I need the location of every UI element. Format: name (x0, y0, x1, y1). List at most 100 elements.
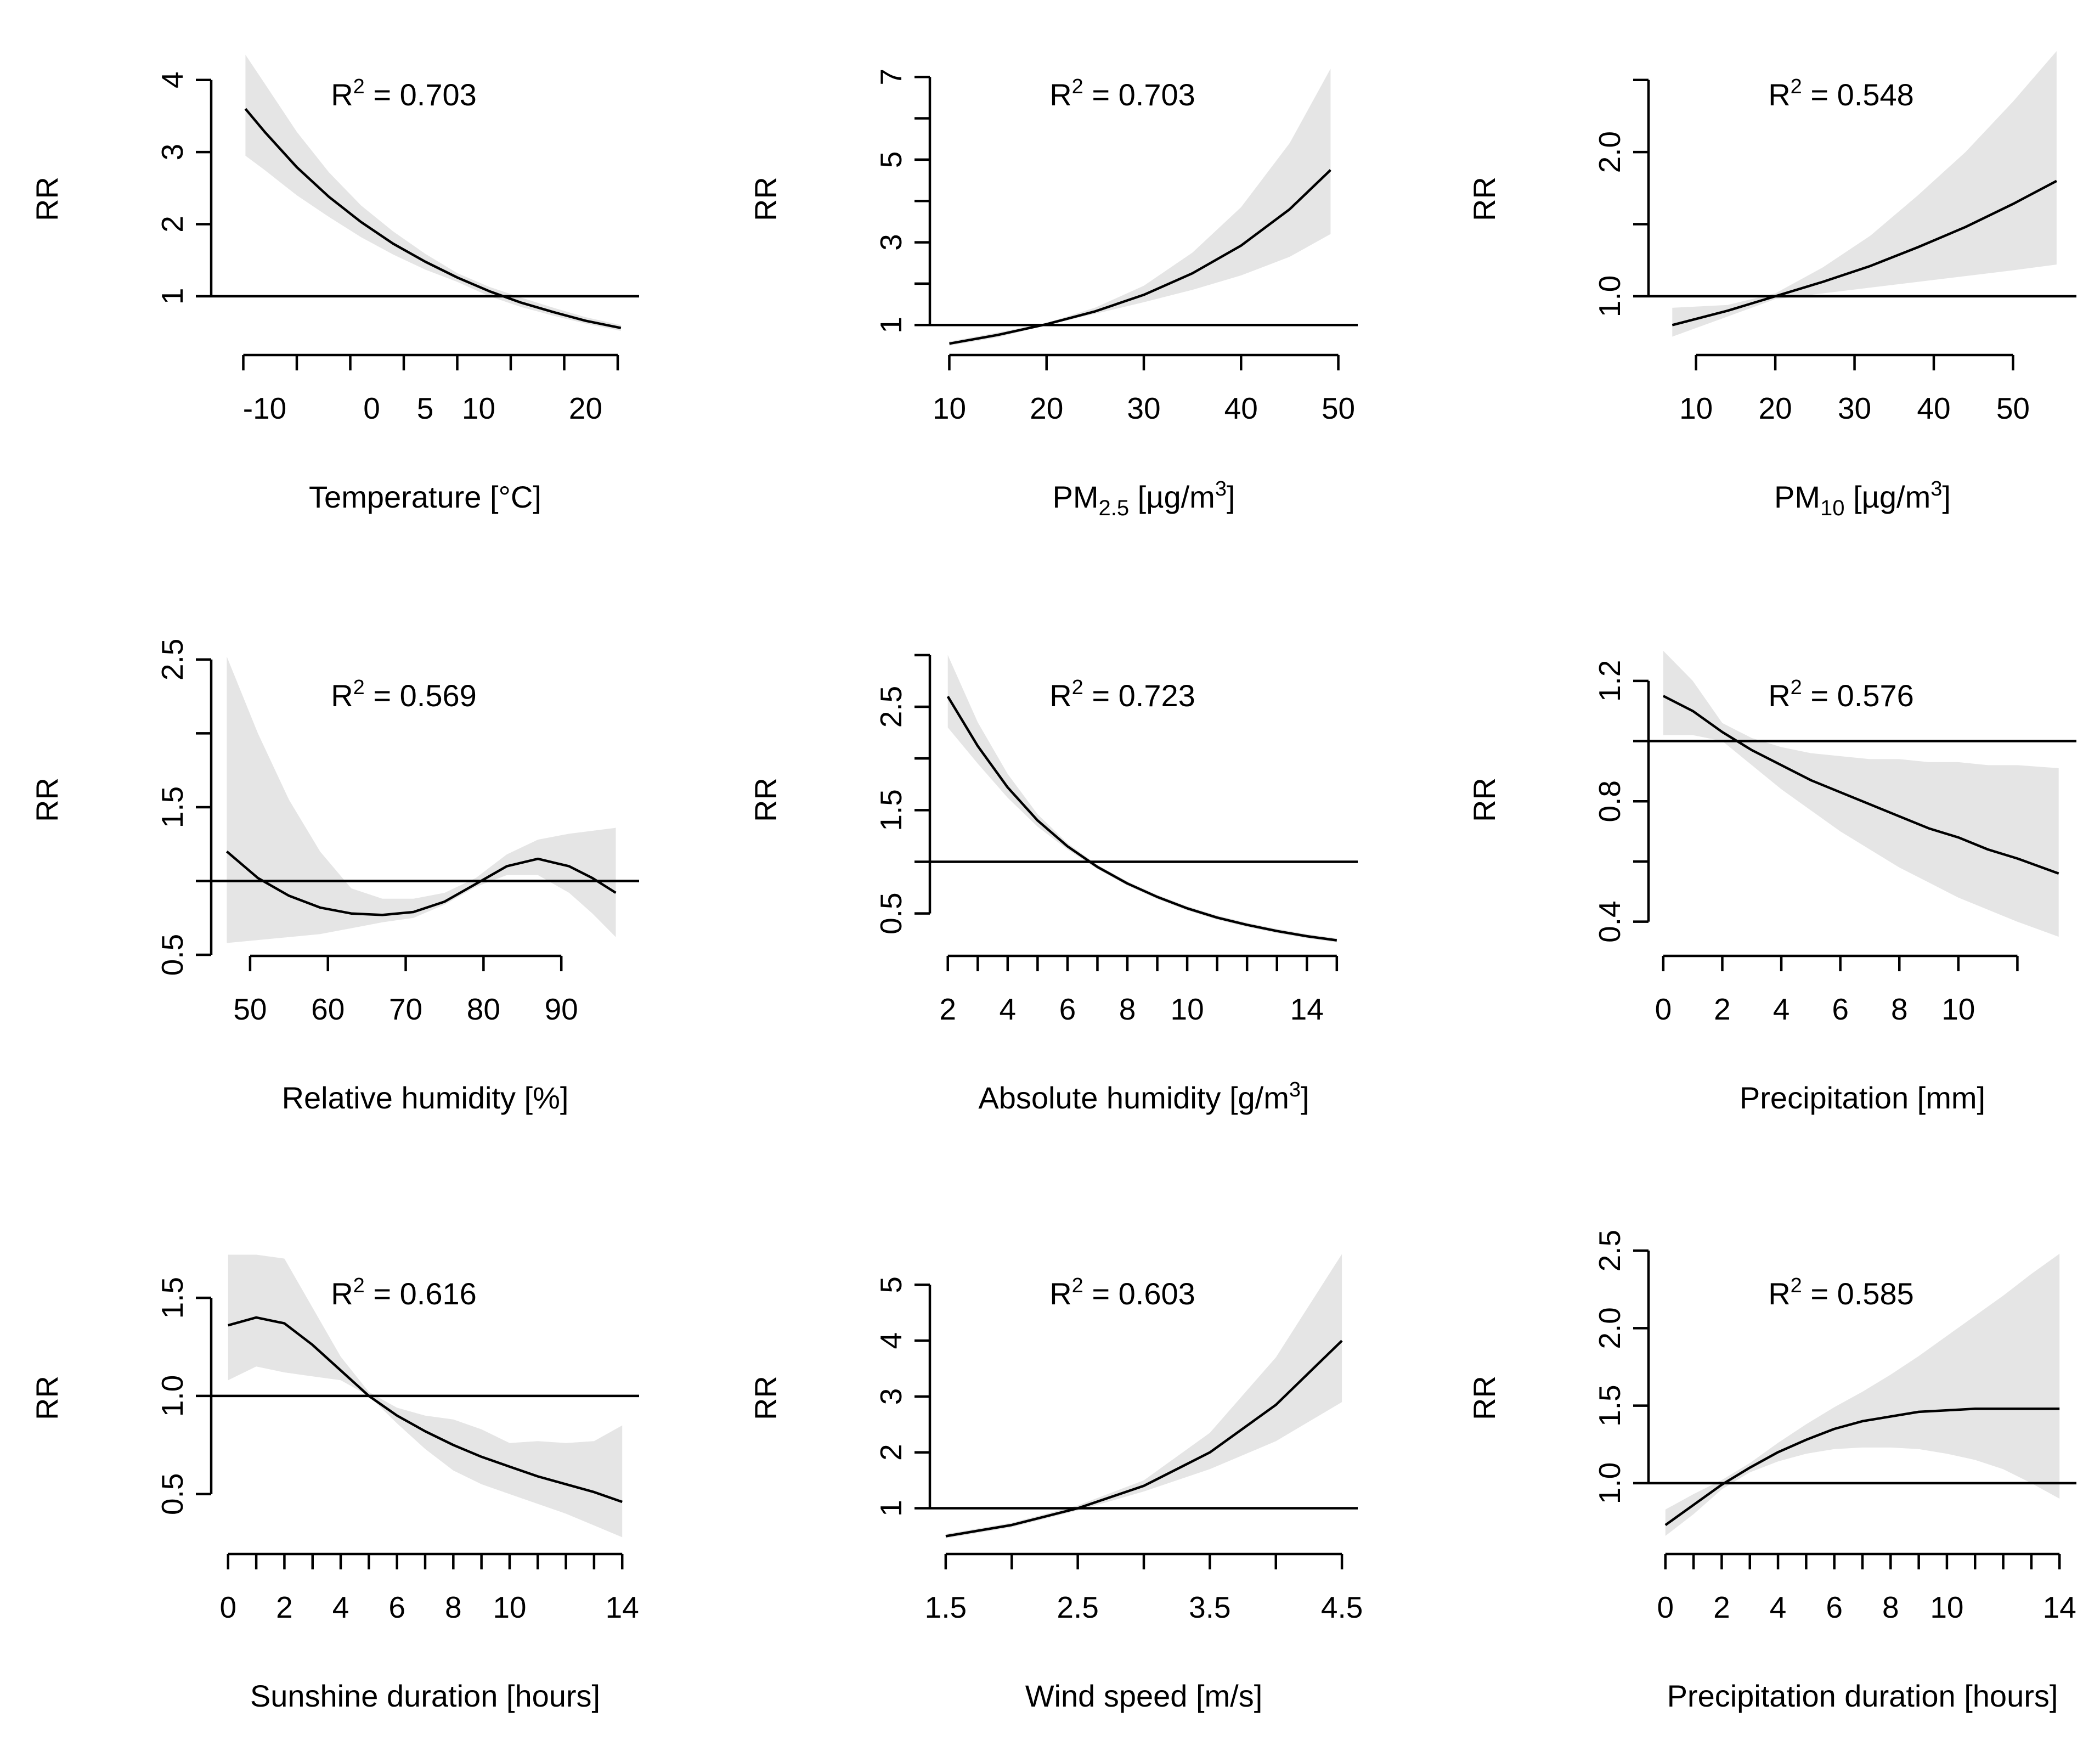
y-axis-label: RR (748, 177, 783, 221)
y-axis-label: RR (748, 778, 783, 822)
y-tick-label: 5 (874, 1276, 908, 1293)
y-tick-label: 0.4 (1593, 900, 1627, 942)
y-tick-label: 1.5 (874, 789, 908, 831)
y-axis-label: RR (30, 778, 64, 822)
y-tick-label: 2.5 (155, 639, 189, 680)
y-tick-label: 2.0 (1593, 1307, 1627, 1349)
rr-curve (244, 108, 622, 329)
x-axis-label: Relative humidity [%] (282, 1080, 569, 1115)
y-tick-label: 0.8 (1593, 780, 1627, 822)
x-tick-label: 2 (1713, 1590, 1730, 1624)
x-tick-label: 6 (1059, 992, 1076, 1026)
x-tick-label: 6 (1832, 992, 1849, 1026)
confidence-band (228, 1254, 623, 1538)
rr-curve (225, 850, 617, 916)
y-tick-label: 3 (874, 234, 908, 251)
y-tick-label: 4 (155, 71, 189, 88)
confidence-band (227, 656, 616, 943)
r2-annotation: R2 = 0.723 (1049, 676, 1195, 713)
confidence-band (949, 69, 1331, 346)
x-tick-label: 20 (569, 391, 602, 425)
y-tick-label: 2.5 (1593, 1230, 1627, 1271)
panel-4: 50 60 70 80 90 0.5 1.5 2.5 RR R2 = 0.569 Relative … (30, 639, 639, 1115)
rr-curve (1672, 179, 2057, 326)
x-tick-label: 14 (1290, 992, 1324, 1026)
y-tick-label: 1 (155, 288, 189, 305)
x-tick-label: 2 (276, 1590, 293, 1624)
x-tick-label: 14 (606, 1590, 639, 1624)
panel-1: -10 0 5 10 20 1 2 3 4 RR R2 = 0.703 Temperature [°C… (30, 54, 639, 514)
r2-annotation: R2 = 0.576 (1768, 676, 1914, 713)
x-tick-label: 50 (1322, 391, 1355, 425)
x-tick-label: 4 (1770, 1590, 1787, 1624)
y-tick-label: 1 (874, 1500, 908, 1517)
rr-curve (228, 1316, 623, 1504)
x-tick-label: 0 (219, 1590, 236, 1624)
y-tick-label: 0.5 (155, 1473, 189, 1515)
y-tick-label: 1.0 (1593, 1462, 1627, 1504)
y-axis-label: RR (30, 1376, 64, 1420)
panel-7: 0 2 4 6 8 10 14 0.5 1.0 1.5 RR R2 = 0.616 Sunshine d… (30, 1254, 639, 1713)
r2-annotation: R2 = 0.703 (331, 75, 477, 112)
x-tick-label: 6 (388, 1590, 405, 1624)
y-tick-label: 1.5 (155, 1277, 189, 1319)
confidence-band (1672, 51, 2057, 337)
rr-curve (1662, 695, 2059, 875)
r2-annotation: R2 = 0.603 (1049, 1274, 1195, 1311)
y-tick-label: 1 (874, 317, 908, 334)
x-axis-label: Absolute humidity [g/m3] (978, 1078, 1309, 1115)
x-axis-label: PM2.5 [µg/m3] (1052, 477, 1235, 520)
x-tick-label: 4.5 (1321, 1590, 1363, 1624)
y-tick-label: 1.0 (1593, 275, 1627, 317)
y-tick-label: 0.5 (155, 934, 189, 976)
y-axis-label: RR (748, 1376, 783, 1420)
confidence-band (1665, 1253, 2060, 1536)
y-tick-label: 5 (874, 151, 908, 168)
x-tick-label: 10 (1170, 992, 1204, 1026)
x-axis-label: Wind speed [m/s] (1025, 1679, 1263, 1713)
x-tick-label: 4 (332, 1590, 349, 1624)
panel-6: 0 2 4 6 8 10 0.4 0.8 1.2 RR R2 = 0.576 Precipitatio… (1467, 651, 2076, 1115)
x-tick-label: 4 (1773, 992, 1790, 1026)
confidence-band (947, 655, 1337, 943)
panel-3: 10 20 30 40 50 1.0 2.0 RR R2 = 0.548 PM10 [µg/m3] (1467, 51, 2076, 520)
x-tick-label: 2 (1714, 992, 1731, 1026)
y-axis-label: RR (1467, 1376, 1501, 1420)
x-tick-label: 8 (1882, 1590, 1899, 1624)
x-tick-label: 10 (1941, 992, 1975, 1026)
y-axis-label: RR (1467, 177, 1501, 221)
x-tick-label: 10 (1930, 1590, 1963, 1624)
y-tick-label: 2.0 (1593, 131, 1627, 173)
x-tick-label: 20 (1759, 391, 1792, 425)
x-tick-label: 4 (1000, 992, 1017, 1026)
r2-annotation: R2 = 0.616 (331, 1274, 477, 1311)
x-tick-label: 6 (1826, 1590, 1843, 1624)
y-tick-label: 3 (155, 144, 189, 161)
panel-2: 10 20 30 40 50 1 3 5 7 RR R2 = 0.703 PM2.5 [µg/m3] (748, 69, 1358, 520)
x-tick-label: 50 (1996, 391, 2030, 425)
x-tick-label: 2 (939, 992, 956, 1026)
r2-annotation: R2 = 0.569 (331, 676, 477, 713)
confidence-band (245, 54, 621, 331)
x-tick-label: 10 (462, 391, 495, 425)
rr-curve (946, 696, 1337, 942)
x-tick-label: 1.5 (925, 1590, 967, 1624)
x-axis-label: Sunshine duration [hours] (250, 1679, 600, 1713)
x-tick-label: 10 (933, 391, 966, 425)
x-tick-label: -10 (243, 391, 287, 425)
x-tick-label: 10 (1679, 391, 1713, 425)
x-axis-label: PM10 [µg/m3] (1774, 477, 1951, 520)
y-tick-label: 1.5 (155, 786, 189, 828)
r2-annotation: R2 = 0.548 (1768, 75, 1914, 112)
x-axis-label: Temperature [°C] (309, 480, 541, 514)
y-tick-label: 4 (874, 1332, 908, 1349)
x-axis-label: Precipitation duration [hours] (1667, 1679, 2058, 1713)
panel-9: 0 2 4 6 8 10 14 1.0 1.5 2.0 2.5 RR R2 = 0.585 Precipi… (1467, 1230, 2076, 1713)
x-tick-label: 70 (389, 992, 422, 1026)
y-tick-label: 0.5 (874, 892, 908, 934)
x-tick-label: 60 (311, 992, 345, 1026)
rr-curve (945, 1339, 1343, 1538)
confidence-band (1663, 651, 2059, 937)
x-tick-label: 20 (1030, 391, 1063, 425)
